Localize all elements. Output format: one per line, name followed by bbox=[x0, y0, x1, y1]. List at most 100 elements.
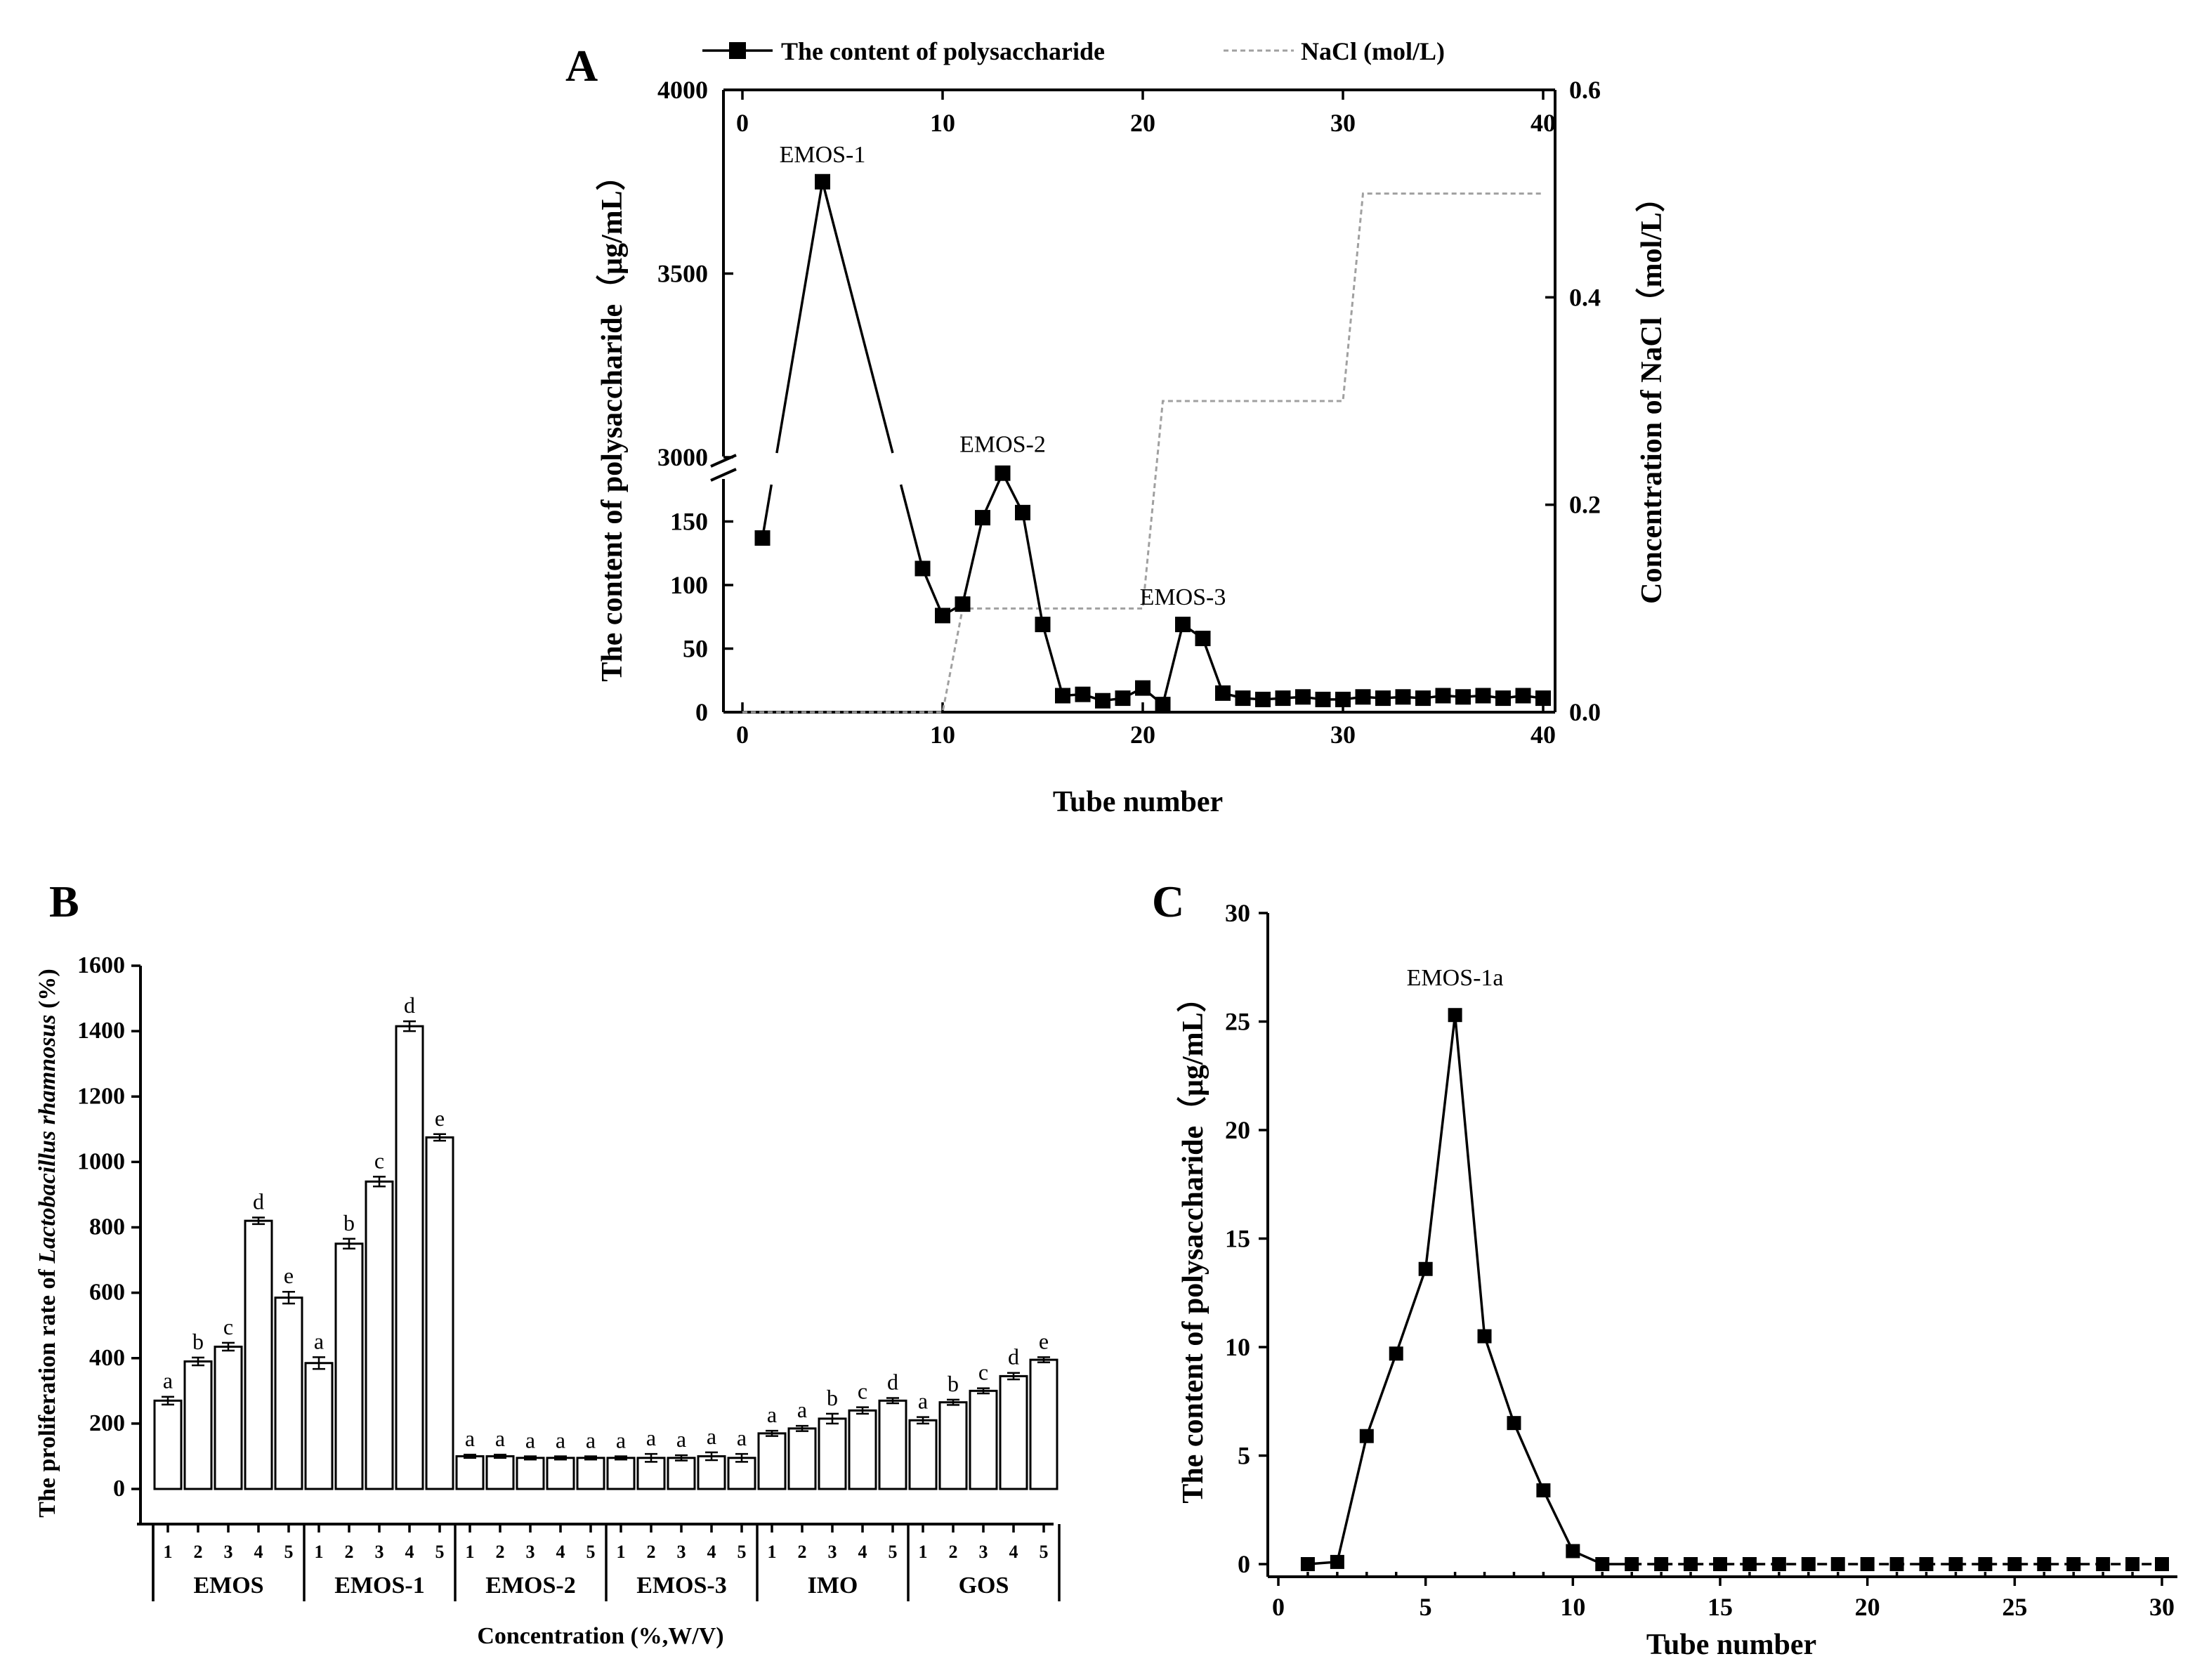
bar-imo-2 bbox=[787, 1427, 817, 1490]
bar-emos-3 bbox=[214, 1345, 243, 1490]
legend-polysaccharide-label: The content of polysaccharide bbox=[781, 37, 1105, 65]
c-data-point bbox=[1595, 1557, 1610, 1571]
bar-imo-3 bbox=[818, 1417, 847, 1490]
a-series-line bbox=[761, 484, 773, 539]
a-y2-axis-label: Concentration of NaCl（mol/L） bbox=[1635, 183, 1668, 604]
b-sub-category-label: 1 bbox=[164, 1542, 173, 1562]
a-data-point bbox=[1495, 690, 1511, 707]
b-sub-category-label: 5 bbox=[738, 1542, 747, 1562]
significance-letter: a bbox=[707, 1424, 716, 1449]
panel-c-chart: C Tube number The content of polysacchar… bbox=[1152, 877, 2177, 1661]
c-data-point bbox=[2125, 1557, 2140, 1571]
significance-letter: d bbox=[1008, 1344, 1019, 1370]
c-data-point bbox=[1389, 1346, 1403, 1361]
b-sub-category-label: 3 bbox=[224, 1542, 233, 1562]
a-y-axis-label: The content of polysaccharide（μg/mL） bbox=[596, 161, 629, 681]
significance-letter: e bbox=[1039, 1328, 1049, 1353]
b-sub-category-label: 2 bbox=[194, 1542, 203, 1562]
c-y-tick-label: 5 bbox=[1238, 1442, 1250, 1470]
a-data-point bbox=[935, 608, 950, 624]
bar-emos-1-1 bbox=[304, 1362, 334, 1490]
c-data-point bbox=[1625, 1557, 1639, 1571]
b-sub-category-label: 4 bbox=[254, 1542, 263, 1562]
b-y-tick-label: 0 bbox=[113, 1476, 125, 1502]
c-data-point bbox=[1742, 1557, 1757, 1571]
a-y-tick-label: 3000 bbox=[657, 443, 708, 471]
b-sub-category-label: 4 bbox=[556, 1542, 565, 1562]
bar-imo-5 bbox=[878, 1399, 907, 1490]
a-data-point bbox=[1475, 688, 1491, 704]
a-y-tick-label: 100 bbox=[670, 571, 708, 599]
a-x-tick-label: 0 bbox=[736, 721, 749, 749]
bar-emos-3-3 bbox=[667, 1457, 696, 1490]
bar-emos-1-2 bbox=[334, 1242, 364, 1490]
a-data-point bbox=[1335, 691, 1351, 707]
a-y2-tick-label: 0.0 bbox=[1569, 698, 1601, 726]
a-x-axis-label: Tube number bbox=[1053, 786, 1223, 818]
significance-letter: a bbox=[676, 1426, 686, 1452]
bar-gos-3 bbox=[969, 1389, 998, 1490]
b-sub-category-label: 4 bbox=[405, 1542, 414, 1562]
bar-emos-3-2 bbox=[636, 1457, 666, 1490]
a-y-tick-label: 50 bbox=[683, 635, 708, 663]
significance-letter: a bbox=[737, 1425, 747, 1450]
a-x-tick-label: 40 bbox=[1530, 721, 1556, 749]
significance-letter: e bbox=[284, 1263, 294, 1288]
panel-c-label: C bbox=[1152, 877, 1184, 926]
c-y-tick-label: 20 bbox=[1225, 1116, 1250, 1144]
a-y-tick-label: 150 bbox=[670, 508, 708, 536]
b-sub-category-label: 1 bbox=[617, 1542, 626, 1562]
c-data-point bbox=[1860, 1557, 1875, 1571]
significance-letter: a bbox=[495, 1426, 505, 1451]
b-group-label-emos-1: EMOS-1 bbox=[334, 1573, 424, 1599]
b-y-tick-label: 400 bbox=[89, 1345, 125, 1371]
c-data-point bbox=[1330, 1554, 1344, 1569]
b-y-tick-label: 1000 bbox=[77, 1148, 125, 1174]
b-sub-category-label: 3 bbox=[526, 1542, 535, 1562]
a-data-point bbox=[1135, 680, 1151, 696]
c-data-point bbox=[1771, 1557, 1786, 1571]
a-data-point bbox=[1375, 690, 1391, 707]
significance-letter: a bbox=[163, 1368, 173, 1393]
a-data-point bbox=[1395, 689, 1411, 705]
a-y-tick-label: 3500 bbox=[657, 260, 708, 288]
c-data-point bbox=[1801, 1557, 1816, 1571]
c-data-point bbox=[1536, 1483, 1551, 1497]
bar-emos-3-5 bbox=[727, 1457, 756, 1490]
a-y2-tick-label: 0.4 bbox=[1569, 283, 1601, 311]
b-y-tick-label: 1400 bbox=[77, 1018, 125, 1044]
b-sub-category-label: 1 bbox=[768, 1542, 777, 1562]
c-data-point bbox=[1477, 1329, 1492, 1344]
significance-letter: c bbox=[858, 1379, 867, 1404]
a-series-line bbox=[899, 484, 924, 569]
a-top-tick-label: 0 bbox=[736, 109, 749, 137]
a-x-tick-label: 20 bbox=[1130, 721, 1155, 749]
bar-emos-2-1 bbox=[455, 1455, 485, 1490]
significance-letter: c bbox=[374, 1148, 384, 1173]
a-data-point bbox=[1015, 504, 1030, 520]
a-y-tick-label: 0 bbox=[695, 698, 708, 726]
b-group-label-gos: GOS bbox=[959, 1573, 1009, 1599]
b-sub-category-label: 4 bbox=[1009, 1542, 1018, 1562]
c-data-point bbox=[1507, 1416, 1521, 1431]
a-data-point bbox=[1195, 631, 1211, 647]
significance-letter: d bbox=[887, 1370, 898, 1395]
significance-letter: c bbox=[978, 1360, 988, 1385]
b-group-label-imo: IMO bbox=[808, 1573, 858, 1599]
peak-label-emos-1: EMOS-1 bbox=[780, 142, 866, 168]
c-series-line bbox=[1307, 1015, 1632, 1566]
c-x-tick-label: 5 bbox=[1420, 1593, 1432, 1621]
b-sub-category-label: 4 bbox=[858, 1542, 867, 1562]
a-data-point bbox=[1275, 690, 1291, 707]
b-y-label-species: Lactobacillus rhamnosus bbox=[34, 1014, 60, 1264]
c-x-tick-label: 0 bbox=[1272, 1593, 1285, 1621]
legend-polysaccharide-marker bbox=[729, 42, 746, 59]
a-data-point bbox=[955, 596, 971, 612]
a-data-point bbox=[1435, 688, 1451, 704]
significance-letter: a bbox=[465, 1426, 475, 1451]
c-y-tick-label: 15 bbox=[1225, 1225, 1250, 1253]
panel-a-chart: A The content of polysaccharide NaCl (mo… bbox=[565, 37, 1668, 818]
bar-imo-4 bbox=[848, 1409, 877, 1490]
a-top-tick-label: 30 bbox=[1330, 109, 1356, 137]
